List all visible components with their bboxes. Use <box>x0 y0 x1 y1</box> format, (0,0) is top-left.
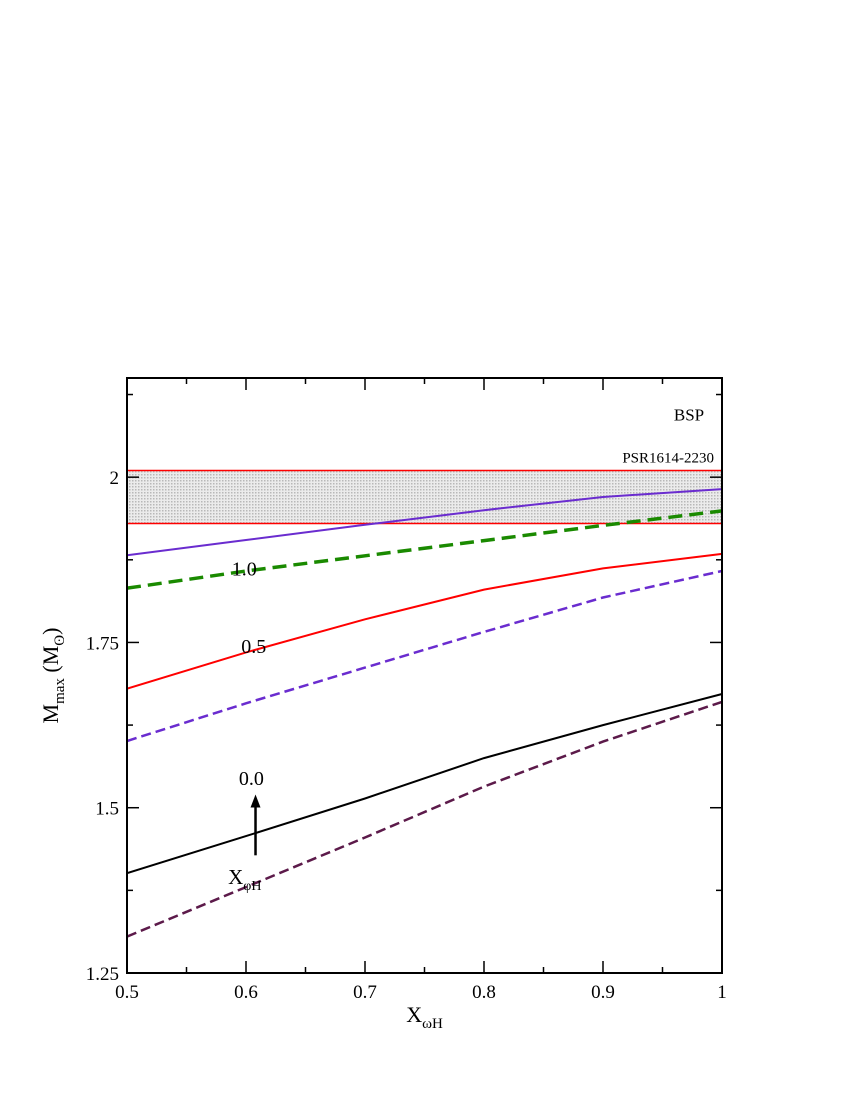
series-line-2 <box>126 509 723 590</box>
series-line-6 <box>126 700 723 938</box>
y-axis-title-main: M <box>38 704 63 724</box>
arrow-label-sub: φH <box>243 879 261 894</box>
model-label: BSP <box>674 405 704 424</box>
y-axis-title: Mmax (Mʘ) <box>38 628 68 724</box>
series-line-1 <box>126 488 723 557</box>
arrow-label: XφH <box>228 865 261 894</box>
series-line-4 <box>126 569 723 743</box>
curve-labels: 1.0 0.5 0.0 <box>232 558 267 790</box>
y-tick-label: 1.75 <box>86 633 119 654</box>
x-tick-label: 1 <box>717 982 727 1003</box>
x-axis-title-main: X <box>406 1002 422 1027</box>
curve-label: 0.5 <box>241 636 266 658</box>
x-tick-label: 0.7 <box>353 982 377 1003</box>
band-layer <box>127 469 722 525</box>
x-tick-label: 0.5 <box>115 982 139 1003</box>
ticks-layer: 0.5 0.6 0.7 0.8 0.9 1 1.25 1.5 1.75 2 <box>86 378 727 1003</box>
x-tick-label: 0.6 <box>234 982 258 1003</box>
series-line-3 <box>126 552 723 690</box>
curve-label: 0.0 <box>239 768 264 790</box>
x-axis-title-sub: ωH <box>422 1016 443 1032</box>
y-axis-unit-sub: ʘ <box>52 635 68 646</box>
y-axis-unit-close: ) <box>38 628 63 635</box>
plot-frame <box>126 377 723 974</box>
series-line-5 <box>126 693 723 875</box>
arrow-annotation <box>250 794 261 856</box>
series-layer <box>126 488 723 938</box>
curve-label: 1.0 <box>232 558 257 580</box>
y-tick-label: 1.5 <box>95 799 119 820</box>
arrow-head <box>250 794 261 808</box>
x-tick-label: 0.8 <box>472 982 496 1003</box>
x-axis-title: XωH <box>406 1002 443 1032</box>
y-axis-title-sub: max <box>52 678 68 704</box>
y-tick-label: 1.25 <box>86 964 119 985</box>
psr-band <box>127 470 722 524</box>
y-tick-label: 2 <box>110 468 120 489</box>
arrow-label-main: X <box>228 865 243 889</box>
x-tick-label: 0.9 <box>591 982 615 1003</box>
y-axis-unit-open: (M <box>38 646 63 678</box>
band-label: PSR1614-2230 <box>622 451 714 467</box>
